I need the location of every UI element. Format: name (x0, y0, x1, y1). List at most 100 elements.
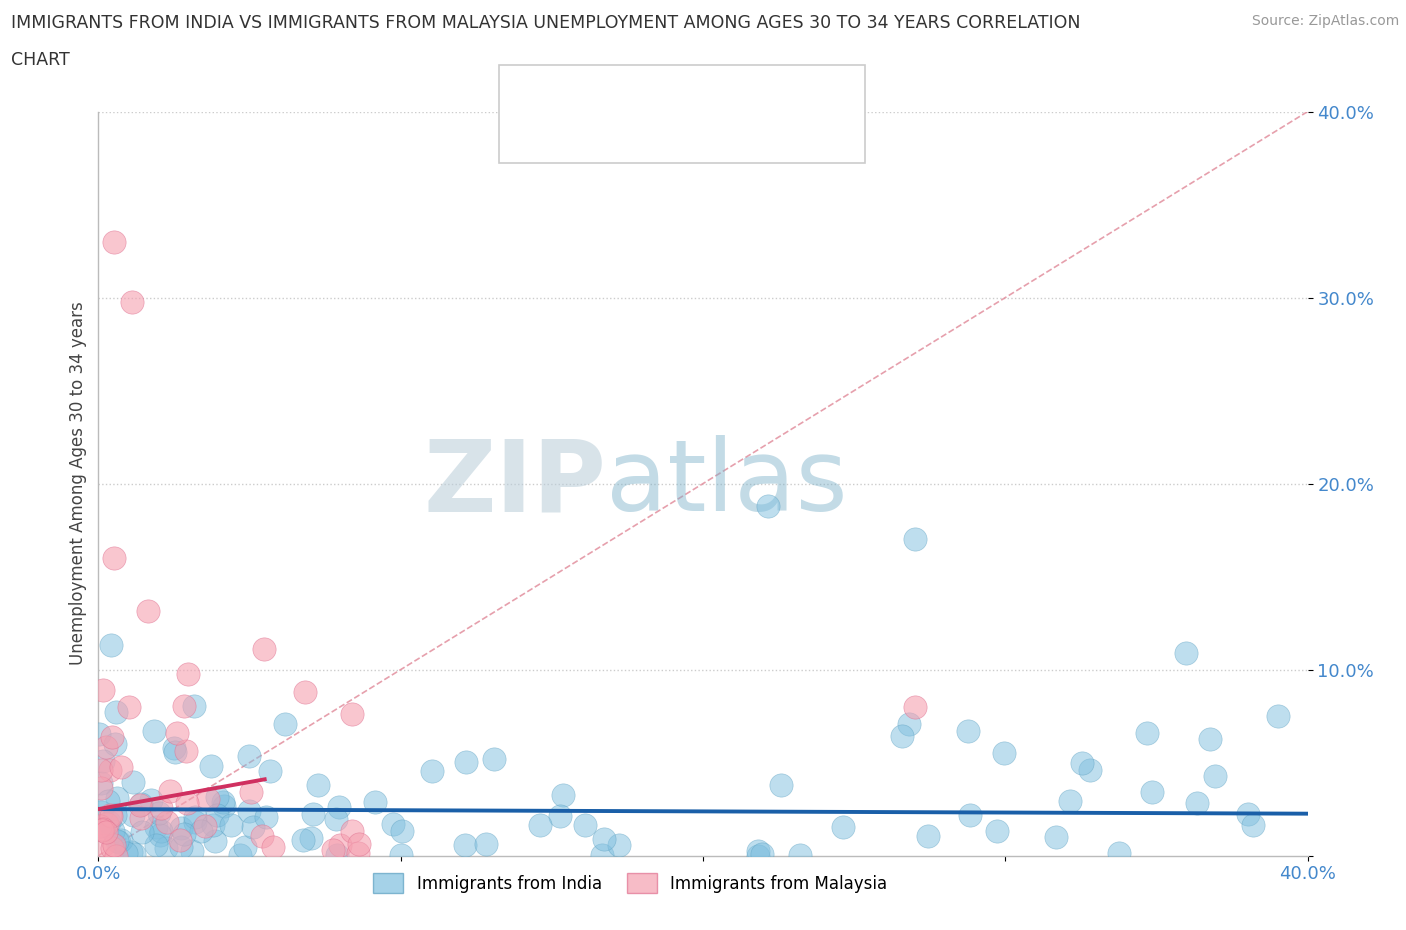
Point (98, 807, 121, 822)
Point (205, 807, 228, 822)
Point (917, 829, 939, 844)
Point (389, 847, 412, 862)
Point (769, 777, 792, 792)
Point (120, 844, 142, 859)
Point (131, 824, 153, 839)
Point (194, 818, 217, 833)
Point (591, 847, 613, 862)
Point (756, 499, 779, 514)
Point (93, 683, 115, 698)
Point (250, 829, 273, 844)
Point (101, 823, 124, 838)
Point (789, 847, 811, 862)
Point (145, 819, 167, 834)
Point (90, 780, 112, 795)
Point (1140, 785, 1163, 800)
Point (291, 832, 314, 847)
Point (1045, 830, 1067, 844)
Point (253, 642, 276, 657)
Point (551, 788, 574, 803)
Point (956, 724, 979, 738)
Point (240, 784, 263, 799)
Point (1108, 845, 1130, 860)
Point (100, 638, 122, 653)
Text: ZIP: ZIP (423, 435, 606, 532)
Point (364, 794, 387, 809)
Point (212, 795, 235, 810)
Point (155, 841, 177, 856)
Point (993, 745, 1015, 760)
Point (104, 737, 127, 751)
Point (150, 824, 173, 839)
Point (98, 763, 121, 777)
Point (156, 815, 179, 830)
Y-axis label: Unemployment Among Ages 30 to 34 years: Unemployment Among Ages 30 to 34 years (69, 301, 87, 666)
Point (1185, 795, 1208, 810)
Point (97, 815, 120, 830)
Point (751, 846, 773, 861)
Point (91, 837, 114, 852)
Point (593, 831, 616, 846)
Point (1237, 807, 1260, 822)
Point (114, 845, 136, 860)
Point (110, 833, 132, 848)
Point (122, 807, 145, 822)
Point (118, 699, 141, 714)
Point (143, 724, 166, 738)
Point (105, 704, 128, 719)
Point (1267, 709, 1289, 724)
Point (294, 684, 316, 699)
Point (184, 809, 207, 824)
Point (104, 808, 127, 823)
Point (340, 823, 363, 838)
Point (169, 832, 191, 847)
Point (177, 667, 200, 682)
Point (173, 827, 195, 842)
Point (391, 823, 413, 838)
Text: Source: ZipAtlas.com: Source: ZipAtlas.com (1251, 14, 1399, 28)
Point (347, 845, 370, 860)
Point (90, 804, 112, 819)
Point (110, 759, 132, 774)
Text: IMMIGRANTS FROM INDIA VS IMMIGRANTS FROM MALAYSIA UNEMPLOYMENT AMONG AGES 30 TO : IMMIGRANTS FROM INDIA VS IMMIGRANTS FROM… (11, 14, 1081, 32)
Point (422, 764, 444, 779)
Point (482, 751, 505, 766)
Point (97, 793, 120, 808)
Point (96, 739, 118, 754)
Point (131, 796, 153, 811)
Point (197, 792, 219, 807)
Point (242, 820, 264, 835)
Point (105, 790, 128, 805)
Point (89, 726, 111, 741)
Point (233, 840, 256, 855)
Point (747, 844, 769, 858)
Point (212, 799, 235, 814)
Text: R = -0.041   N = 108: R = -0.041 N = 108 (555, 85, 780, 104)
Point (1059, 793, 1081, 808)
Point (121, 775, 143, 790)
Point (307, 777, 329, 792)
Point (202, 817, 225, 832)
Point (238, 749, 260, 764)
Point (574, 818, 596, 833)
Point (129, 811, 152, 826)
Point (122, 846, 145, 861)
Point (104, 848, 127, 863)
Point (1199, 732, 1222, 747)
Point (166, 725, 188, 740)
Point (100, 729, 122, 744)
Point (454, 838, 477, 853)
Point (325, 811, 347, 826)
Point (607, 838, 630, 853)
Point (103, 234, 125, 249)
Point (548, 808, 571, 823)
Point (904, 532, 927, 547)
Point (529, 817, 551, 832)
Point (108, 834, 131, 849)
Point (150, 800, 173, 815)
Point (205, 790, 228, 804)
Point (169, 821, 191, 836)
Point (163, 741, 186, 756)
Point (1071, 756, 1094, 771)
Point (204, 834, 226, 849)
